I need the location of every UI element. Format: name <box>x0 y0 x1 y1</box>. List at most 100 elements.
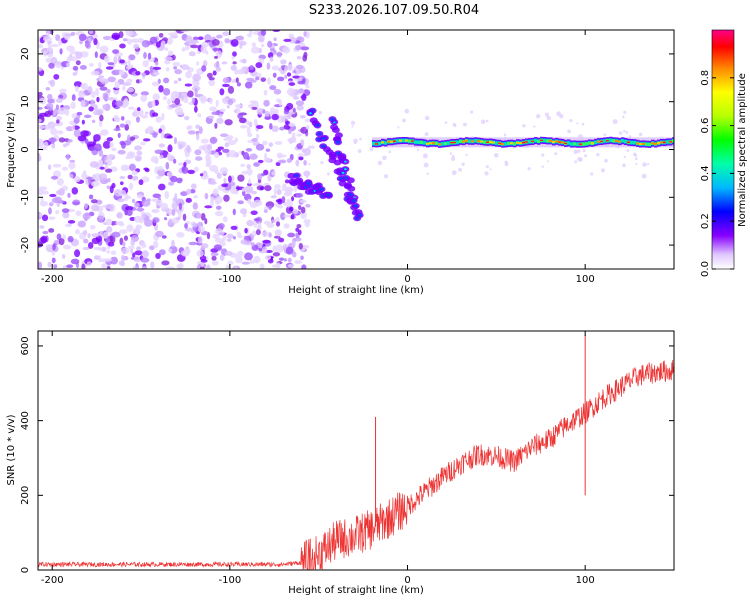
noise-blob <box>224 142 230 148</box>
noise-blob <box>45 57 52 63</box>
carrier-core <box>380 141 385 144</box>
spectrogram-ytick-label: -20 <box>20 237 31 253</box>
noise-blob <box>140 257 150 263</box>
carrier-core <box>656 142 661 145</box>
noise-blob <box>245 148 253 152</box>
noise-blob <box>301 93 307 102</box>
noise-blob <box>98 77 106 83</box>
noise-blob <box>71 94 76 101</box>
noise-blob <box>171 239 175 248</box>
noise-blob <box>278 237 285 243</box>
faint-blob <box>422 153 428 159</box>
noise-blob <box>187 130 196 135</box>
noise-blob <box>242 152 250 160</box>
noise-blob <box>251 106 258 111</box>
noise-blob <box>131 198 136 204</box>
colorbar-tick-label: 0.0 <box>700 261 711 277</box>
noise-blob <box>214 55 219 60</box>
noise-blob <box>43 141 49 149</box>
carrier-peak <box>485 141 490 143</box>
noise-blob <box>250 210 258 216</box>
noise-blob <box>58 238 65 246</box>
noise-blob <box>168 181 175 186</box>
chirp-core <box>319 187 324 191</box>
faint-blob <box>604 158 608 163</box>
chirp-core <box>317 132 322 136</box>
faint-blob <box>590 172 594 176</box>
noise-blob <box>94 51 98 59</box>
noise-blob <box>161 260 170 266</box>
noise-blob <box>91 119 96 123</box>
noise-blob <box>87 241 94 249</box>
noise-blob <box>272 72 277 78</box>
noise-blob <box>72 65 79 71</box>
colorbar-tick-label: 0.4 <box>700 165 711 181</box>
noise-blob <box>222 77 230 84</box>
noise-blob <box>303 160 307 166</box>
noise-blob <box>152 93 160 101</box>
noise-blob <box>171 201 178 210</box>
noise-blob <box>212 233 220 240</box>
noise-blob <box>48 62 55 69</box>
noise-blob <box>200 243 209 249</box>
noise-blob <box>61 166 69 171</box>
noise-blob <box>152 217 160 224</box>
noise-blob <box>299 114 306 119</box>
noise-blob <box>90 90 96 99</box>
noise-blob <box>150 261 155 269</box>
noise-blob <box>39 225 45 229</box>
noise-blob <box>176 232 185 238</box>
noise-blob <box>107 241 115 247</box>
noise-blob <box>232 61 237 65</box>
noise-blob <box>75 210 82 216</box>
noise-blob <box>98 247 103 251</box>
noise-blob <box>55 104 60 110</box>
noise-blob <box>297 229 302 236</box>
noise-blob <box>158 143 165 148</box>
carrier-core <box>551 140 556 143</box>
chirp-peak <box>344 168 347 171</box>
noise-blob <box>99 86 108 91</box>
noise-blob <box>237 174 245 182</box>
carrier-peak <box>374 143 379 145</box>
noise-blob <box>265 249 273 253</box>
noise-blob <box>73 176 81 183</box>
noise-blob <box>115 221 120 226</box>
noise-blob <box>88 146 96 152</box>
noise-blob <box>219 167 229 175</box>
noise-blob <box>113 128 121 132</box>
noise-blob <box>253 217 261 222</box>
noise-blob <box>178 202 183 211</box>
noise-blob <box>234 104 243 108</box>
carrier-inner <box>446 141 451 145</box>
faint-blob <box>522 124 526 128</box>
carrier-core <box>548 139 553 142</box>
noise-blob <box>84 138 89 145</box>
noise-blob <box>98 159 103 166</box>
noise-blob <box>65 126 74 132</box>
noise-blob <box>300 206 306 214</box>
noise-blob <box>294 45 302 51</box>
noise-blob <box>169 104 178 108</box>
faint-blob <box>600 168 605 173</box>
noise-blob <box>88 176 92 185</box>
noise-blob <box>147 52 152 60</box>
noise-blob <box>142 60 149 68</box>
noise-blob <box>155 116 162 123</box>
noise-blob <box>209 136 218 144</box>
noise-blob <box>216 172 222 179</box>
noise-blob <box>285 120 291 125</box>
noise-blob <box>69 173 74 179</box>
noise-blob <box>96 96 100 103</box>
noise-blob <box>246 168 253 176</box>
noise-blob <box>180 250 190 257</box>
noise-blob <box>277 159 287 164</box>
noise-blob <box>81 263 86 269</box>
noise-blob <box>228 139 237 146</box>
noise-blob <box>145 127 154 133</box>
noise-blob <box>122 241 126 247</box>
carrier-core <box>509 142 514 145</box>
noise-blob <box>271 113 279 121</box>
noise-blob <box>103 155 113 163</box>
noise-blob <box>117 220 124 225</box>
